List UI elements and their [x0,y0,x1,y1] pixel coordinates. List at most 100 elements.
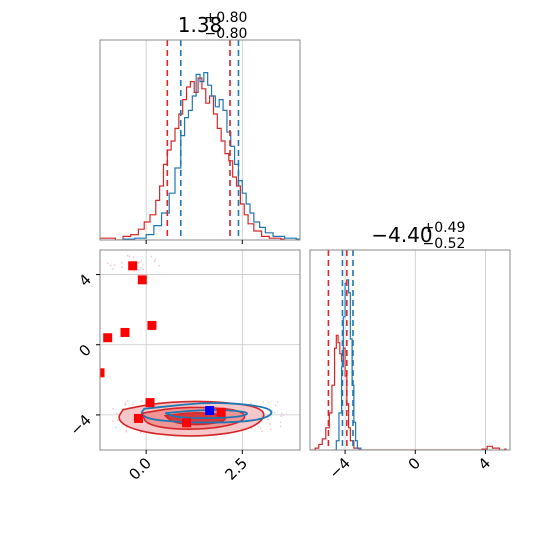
scatter-point [132,256,135,259]
scatter-point [133,270,135,272]
scatter-point [257,426,260,428]
scatter-point [125,426,128,429]
title-param2-median: −4.40 [371,223,432,247]
xtick-label: 2.5 [222,454,252,484]
title-param1-minus: −0.80 [205,26,248,42]
quantile-lines-param1 [166,40,240,240]
scatter-point [276,401,279,403]
grid-hist-param1 [145,40,243,240]
xticks-hist-param2: −4 0 4 [326,450,494,482]
title-param1: 1.38 [178,13,223,37]
scatter-point [269,423,271,425]
scatter-point [142,264,144,266]
marker-red-square [216,407,226,417]
markers-blue [205,406,215,416]
marker-red-square [128,261,138,271]
scatter-point [106,262,109,265]
quantile-lines-param2 [327,250,354,450]
marker-blue-square [205,406,215,416]
title-param1-plus: +0.80 [205,10,248,26]
scatter-point [279,425,282,428]
marker-red-square [182,418,192,428]
contours-blue [140,402,273,424]
scatter-point [282,414,285,416]
contour-blue-level [165,409,248,420]
scatter-point [270,428,272,430]
histogram-param2-blue [332,279,363,450]
scatter-point [138,261,141,263]
scatter-point [262,401,265,403]
scatter-point [125,429,128,432]
scatter-point [267,418,270,421]
ytick-label: −4 [66,411,94,439]
scatter-point [124,402,127,405]
scatter-point [112,407,114,410]
title-param2-minus: −0.52 [423,236,466,252]
scatter-point [115,426,117,429]
scatter-point [109,264,112,267]
ticks-2d: 0.0 2.5 −4 0 4 [66,271,251,484]
scatter-point [114,264,116,266]
scatter-point [140,400,143,403]
scatter-point [124,403,126,406]
scatter-point [153,260,156,263]
scatter-point [126,400,129,402]
scatter-point [279,421,282,423]
frame-hist-param2 [309,249,511,451]
title-param2: −4.40 [371,223,432,247]
xticks-hist-param1 [145,240,243,244]
scatter-point [137,261,139,264]
scatter-point [132,403,134,405]
scatter-point [267,401,270,404]
frame-hist-param1 [99,39,301,241]
scatter-point [158,264,160,267]
scatter-point [150,255,152,258]
marker-red-square [147,320,157,330]
ytick-label: 4 [75,271,94,290]
xtick-label: 0 [405,454,424,473]
scatter-point [273,412,276,414]
frame-2d [99,249,301,451]
scatter-point [126,254,129,257]
scatter-point [111,420,114,422]
contour-blue-level [140,402,273,424]
scatter-point [121,266,123,269]
scatter-point [111,268,114,270]
title-param2-plus: +0.49 [423,220,466,236]
marker-red-square [120,327,130,337]
title-param1-median: 1.38 [178,13,223,37]
scatter-point [154,258,157,261]
xtick-label: −4 [326,454,354,482]
marker-red-square [133,413,143,423]
scatter-point [120,262,123,264]
scatter-point [259,427,262,429]
scatter-point [115,412,118,415]
scatter-point [139,266,142,269]
panel-hist-param1: 1.38 +0.80 −0.80 [99,10,301,244]
xtick-label: 0.0 [125,454,155,484]
scatter-point [280,412,283,415]
scatter-point [280,415,283,418]
panel-hist-param2: −4 0 4 −4.40 +0.49 −0.52 [309,220,511,482]
ytick-label: 0 [75,341,94,360]
scatter-point [139,431,142,434]
scatter-point [125,430,127,433]
scatter-point [140,259,143,262]
marker-red-square [137,275,147,285]
marker-red-square [100,368,105,378]
markers-red [100,261,226,428]
scatter-point [116,419,119,421]
xtick-label: 4 [475,454,494,473]
panel-2d-param1-param2: 0.0 2.5 −4 0 4 [66,249,301,484]
scatter-point [274,404,277,407]
marker-red-square [145,398,155,408]
marker-red-square [103,333,113,343]
grid-hist-param2 [344,250,486,450]
scatter-point [250,402,252,405]
histogram-param1-blue [122,72,300,240]
scatter-point [138,269,140,272]
scatter-point [128,255,131,258]
scatter-point [261,430,263,433]
scatter-point [142,268,145,271]
